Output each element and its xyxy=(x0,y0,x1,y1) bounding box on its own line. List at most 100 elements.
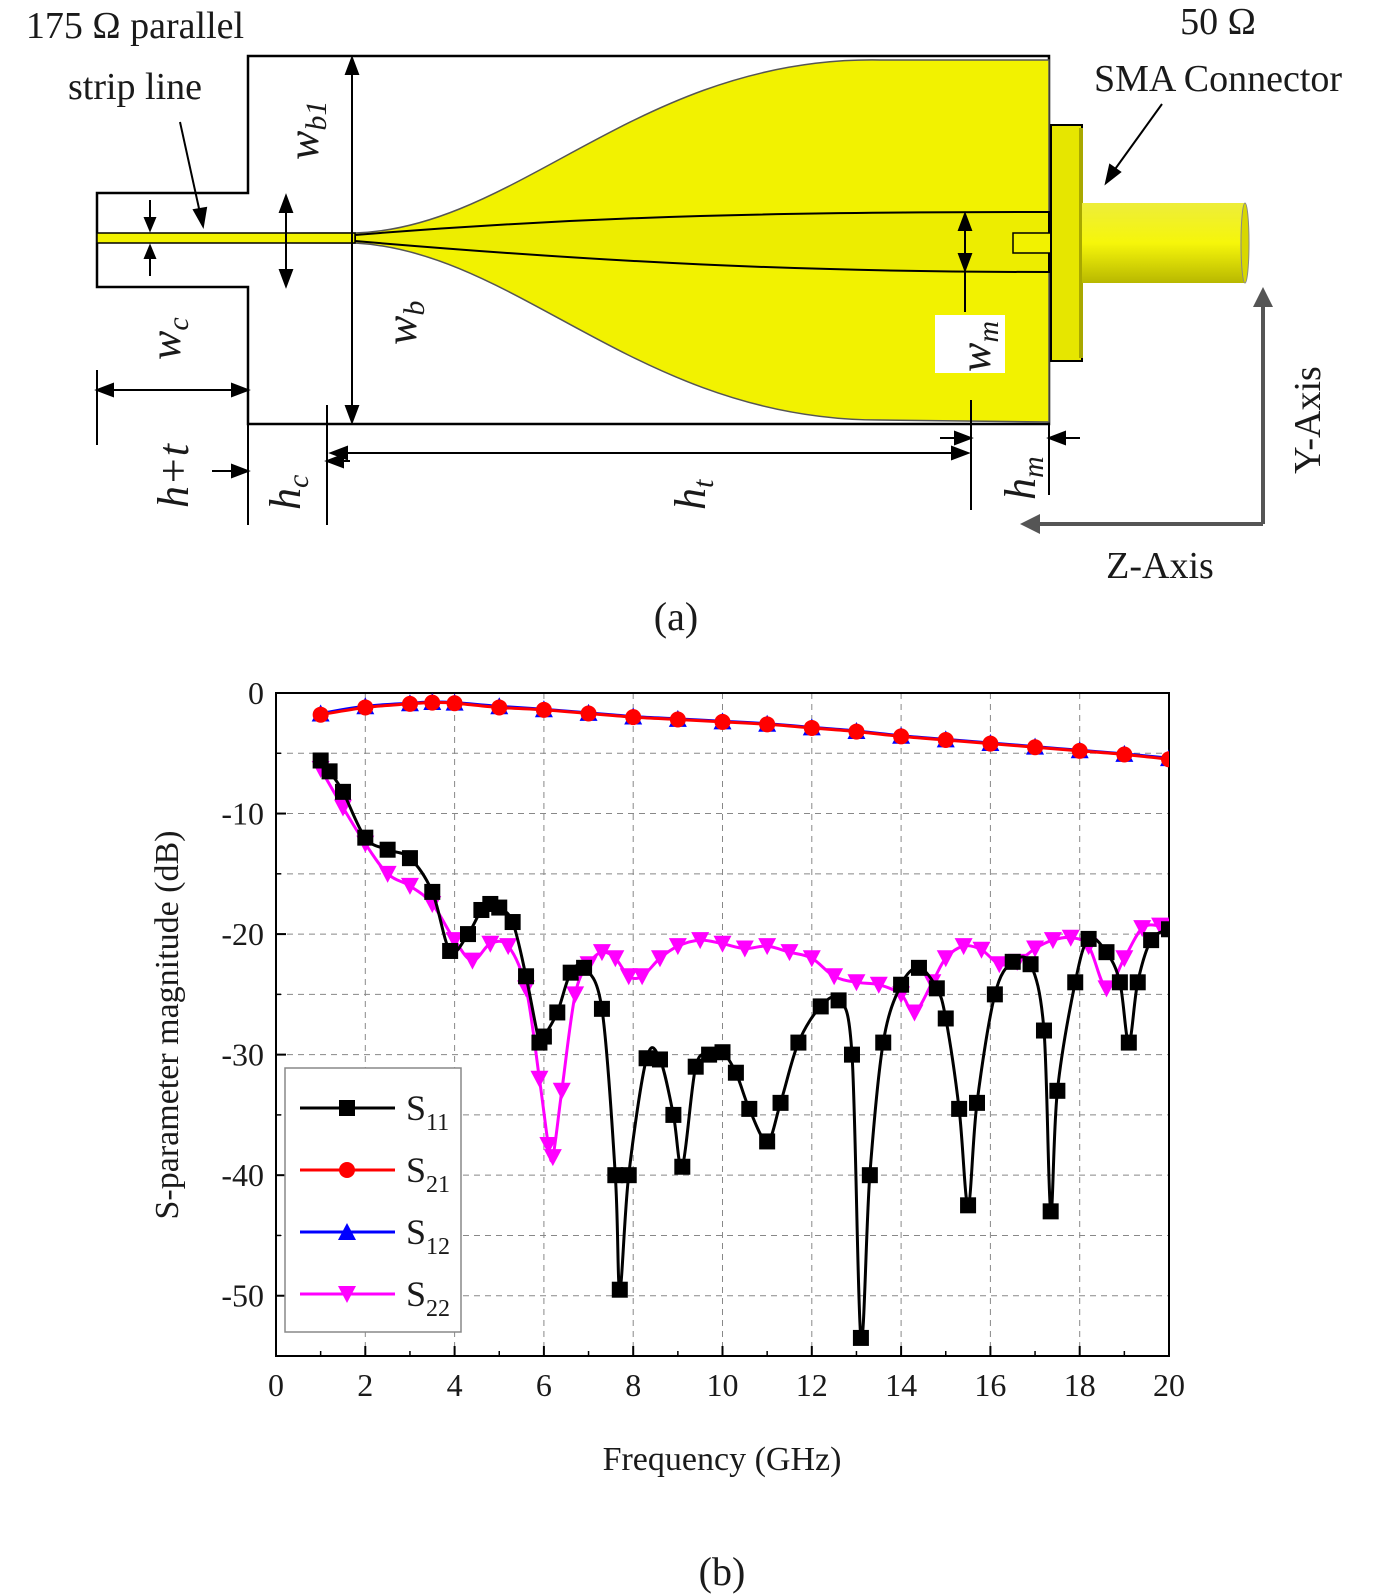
series-s22-point xyxy=(1115,950,1134,968)
series-s11-point xyxy=(1022,956,1039,973)
strip-line-label-line1: 175 Ω parallel xyxy=(26,5,244,47)
series-s22-point xyxy=(1061,929,1080,947)
series-s22-point xyxy=(445,932,464,950)
series-s11-point xyxy=(861,1167,878,1184)
z-axis-direction-label: Z-Axis xyxy=(1106,545,1214,587)
dimension-lines xyxy=(94,55,1163,525)
sma-flange xyxy=(1050,124,1083,362)
series-s22-point xyxy=(650,950,669,968)
series-s22-point xyxy=(552,1082,571,1100)
series-s22-point xyxy=(905,1004,924,1022)
series-s22-point xyxy=(954,938,973,956)
series-s21-point xyxy=(937,732,954,749)
series-s22-point xyxy=(758,938,777,956)
series-s21-point xyxy=(893,728,910,745)
series-s11-point xyxy=(576,959,593,976)
series-s11-point xyxy=(1111,974,1128,991)
y-tick-label: -20 xyxy=(221,916,264,952)
series-s11-point xyxy=(1120,1034,1137,1051)
series-s22-point xyxy=(972,941,991,959)
series-s22-point xyxy=(936,950,955,968)
series-s11-point xyxy=(852,1329,869,1346)
series-s11-point xyxy=(701,1046,718,1063)
series-s22-point xyxy=(463,952,482,970)
series-s21-point xyxy=(580,705,597,722)
y-tick-label: -30 xyxy=(221,1037,264,1073)
dim-wb1: wb1 xyxy=(279,101,333,160)
series-s11-point xyxy=(1080,930,1097,947)
series-s11-point xyxy=(960,1197,977,1214)
series-s21-point xyxy=(1116,746,1133,763)
series-s22-point xyxy=(691,932,710,950)
series-s11-point xyxy=(812,998,829,1015)
series-s21-point xyxy=(803,719,820,736)
dim-h-plus-t: h+t xyxy=(149,442,198,508)
series-s11-point xyxy=(620,1167,637,1184)
series-s21-point xyxy=(714,713,731,730)
series-s21-point xyxy=(424,694,441,711)
series-s11-point xyxy=(969,1094,986,1111)
wm-label-box xyxy=(935,315,1005,373)
series-s22-point xyxy=(400,877,419,895)
series-s21-point xyxy=(1027,739,1044,756)
series-s11-point xyxy=(928,980,945,997)
legend-s11-marker xyxy=(339,1100,355,1116)
x-tick-label: 20 xyxy=(1153,1367,1185,1403)
series-s11-point xyxy=(491,899,508,916)
chart-legend: S11 S21 S12 S22 xyxy=(284,1067,462,1333)
x-tick-label: 10 xyxy=(707,1367,739,1403)
series-s11-point xyxy=(875,1034,892,1051)
series-s22-point xyxy=(1043,932,1062,950)
s-parameter-chart: 0 2 4 6 8 10 12 14 16 18 20 0 -10 -20 -30 -40 -50 S11 S21… xyxy=(149,675,1185,1594)
series-s11-point xyxy=(401,850,418,867)
series-s11-point xyxy=(611,1281,628,1298)
series-s11-point xyxy=(1161,921,1169,938)
series-s11-point xyxy=(651,1051,668,1068)
series-s21-point xyxy=(1071,742,1088,759)
series-s21 xyxy=(312,694,1169,768)
coordinate-axes xyxy=(1020,287,1273,534)
series-s11-point xyxy=(535,1028,552,1045)
x-tick-label: 8 xyxy=(625,1367,641,1403)
series-s11-point xyxy=(759,1133,776,1150)
series-s22-point xyxy=(606,950,625,968)
series-s11-point xyxy=(772,1094,789,1111)
series-s22-point xyxy=(847,974,866,992)
series-s11-point xyxy=(549,1004,566,1021)
series-s11-point xyxy=(638,1050,655,1067)
series-s21-point xyxy=(535,701,552,718)
series-s11-point xyxy=(665,1106,682,1123)
series-s11-point xyxy=(986,986,1003,1003)
chart-ticks: 0 2 4 6 8 10 12 14 16 18 20 0 -10 -20 -30 -40 -50 xyxy=(221,675,1185,1403)
series-s21-point xyxy=(669,711,686,728)
sma-barrel-end xyxy=(1240,202,1250,284)
series-s22-point xyxy=(668,938,687,956)
series-s22-point xyxy=(990,956,1009,974)
connector-label-line2: SMA Connector xyxy=(1094,58,1342,100)
series-s22-point xyxy=(735,940,754,958)
y-tick-label: -40 xyxy=(221,1157,264,1193)
legend-s21-marker xyxy=(339,1162,355,1178)
series-s11-point xyxy=(607,1167,624,1184)
series-s22-point xyxy=(802,950,821,968)
series-s11-point xyxy=(1042,1203,1059,1220)
series-s11 xyxy=(312,752,1169,1346)
connector-label-line1: 50 Ω xyxy=(1180,1,1256,43)
inner-taper xyxy=(354,210,1050,274)
legend-s22-marker xyxy=(338,1286,356,1303)
series-s21-point xyxy=(759,716,776,733)
x-tick-label: 12 xyxy=(796,1367,828,1403)
x-tick-label: 4 xyxy=(447,1367,463,1403)
sma-barrel xyxy=(1082,203,1244,283)
x-axis-label: Frequency (GHz) xyxy=(603,1441,842,1478)
series-s11-point xyxy=(424,883,441,900)
series-s11-point xyxy=(741,1100,758,1117)
series-s22-point xyxy=(825,968,844,986)
series-s11-point xyxy=(1004,953,1021,970)
dim-hc: hc xyxy=(261,475,315,510)
legend-s22-label: S22 xyxy=(406,1274,450,1322)
series-s21-point xyxy=(625,709,642,726)
panel-a-label: (a) xyxy=(654,594,698,639)
legend-s12-marker xyxy=(338,1223,356,1240)
series-s11-point xyxy=(1035,1022,1052,1039)
